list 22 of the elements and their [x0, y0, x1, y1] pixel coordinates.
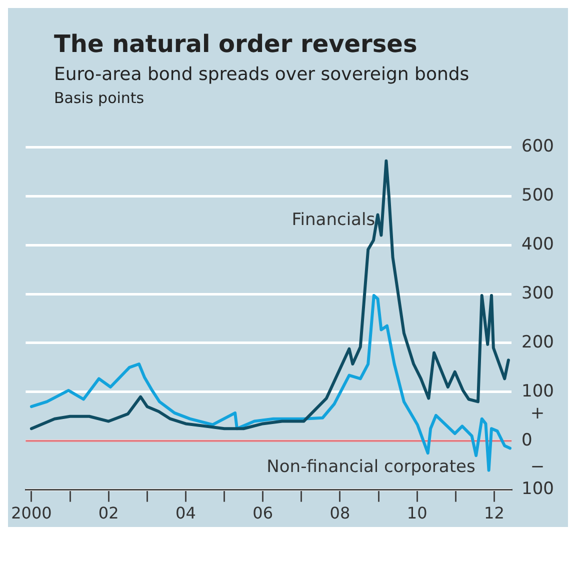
chart-title: The natural order reverses — [53, 30, 418, 58]
y-tick-label: 300 — [522, 283, 554, 304]
x-tick-label: 04 — [176, 504, 196, 523]
x-tick-label: 02 — [98, 504, 119, 523]
text: − — [530, 457, 545, 478]
x-tick-label: 2000 — [11, 504, 52, 523]
x-tick-label: 12 — [484, 504, 504, 523]
x-tick-label: 10 — [406, 504, 428, 523]
y-tick-label: 0 — [522, 430, 532, 450]
y-axis-title: Basis points — [53, 89, 146, 107]
y-tick-label: 200 — [522, 332, 554, 352]
y-tick-label: 600 — [522, 136, 554, 157]
y-tick-label: 500 — [522, 186, 554, 206]
chart-subtitle: Euro-area bond spreads over sovereign bonds — [53, 64, 470, 85]
x-tick-label: 06 — [252, 504, 274, 523]
x-tick-label: 08 — [330, 504, 350, 523]
y-tick-label: 100 — [522, 479, 554, 500]
y-tick-label: 400 — [522, 234, 554, 255]
text: + — [530, 403, 545, 424]
y-tick-label: 100 — [522, 381, 554, 402]
series-label: Non-financial corporates — [266, 457, 476, 478]
series-label: Financials — [292, 210, 376, 230]
